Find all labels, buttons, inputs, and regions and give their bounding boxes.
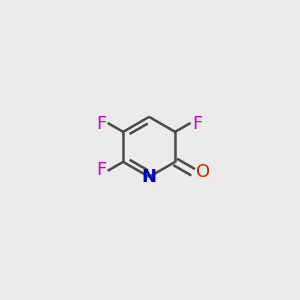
Text: F: F [96, 161, 106, 179]
Text: N: N [142, 168, 157, 186]
Text: F: F [192, 115, 202, 133]
Text: F: F [96, 115, 106, 133]
Text: O: O [196, 163, 210, 181]
